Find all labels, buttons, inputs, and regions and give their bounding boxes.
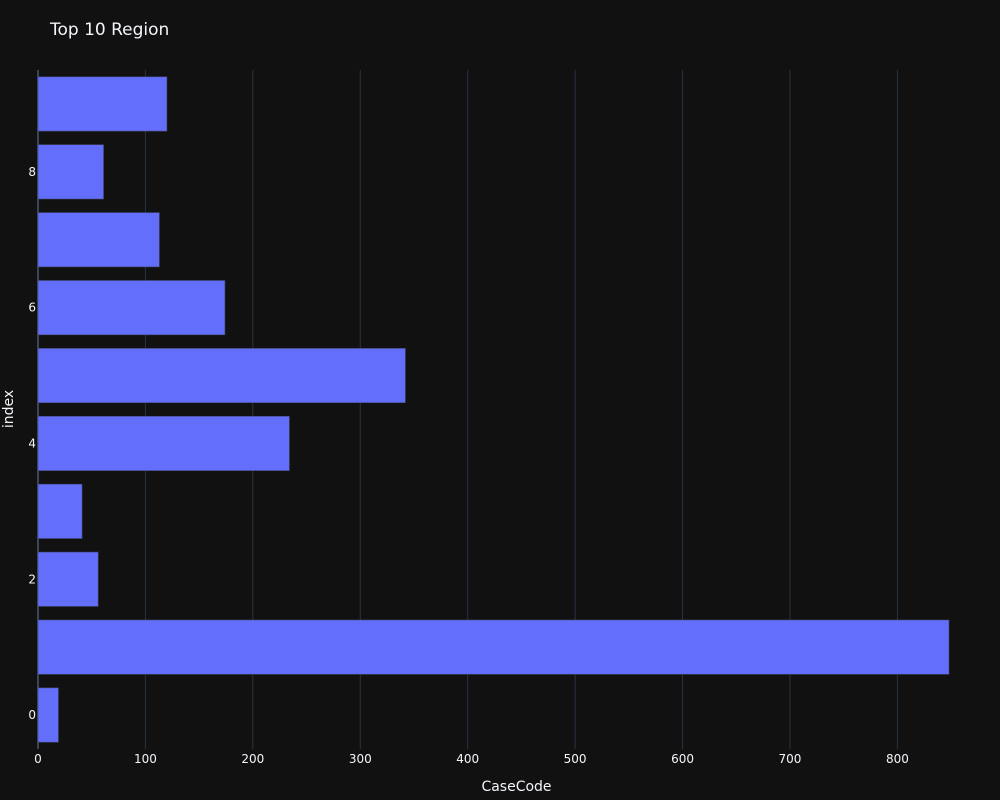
y-tick-label-0: 0 (28, 708, 36, 722)
bar-index-0 (37, 687, 59, 743)
y-tick-label-8: 8 (28, 165, 36, 179)
x-tick-label-300: 300 (349, 752, 372, 766)
bar-index-4 (37, 415, 290, 471)
x-tick-label-200: 200 (241, 752, 264, 766)
tick-labels: 0 100 200 300 400 500 600 700 800 0 2 4 6 8 (28, 165, 908, 766)
bar-index-3 (37, 483, 83, 539)
y-tick-label-4: 4 (28, 436, 36, 450)
x-tick-label-600: 600 (671, 752, 694, 766)
bar-index-1 (37, 619, 950, 675)
x-tick-label-400: 400 (456, 752, 479, 766)
bar-index-7 (37, 212, 160, 268)
chart-title: Top 10 Region (49, 20, 169, 40)
x-tick-label-100: 100 (134, 752, 157, 766)
x-tick-label-500: 500 (564, 752, 587, 766)
bar-index-6 (37, 280, 226, 336)
bar-index-2 (37, 551, 99, 607)
y-tick-label-2: 2 (28, 572, 36, 586)
y-tick-label-6: 6 (28, 301, 36, 315)
x-axis-title: CaseCode (481, 779, 551, 795)
x-tick-label-700: 700 (779, 752, 802, 766)
bars (37, 76, 950, 743)
bar-index-9 (37, 76, 168, 132)
x-tick-label-0: 0 (34, 752, 42, 766)
bar-index-5 (37, 348, 406, 404)
y-axis-title: index (1, 390, 17, 428)
bar-index-8 (37, 144, 104, 200)
x-tick-label-800: 800 (886, 752, 909, 766)
